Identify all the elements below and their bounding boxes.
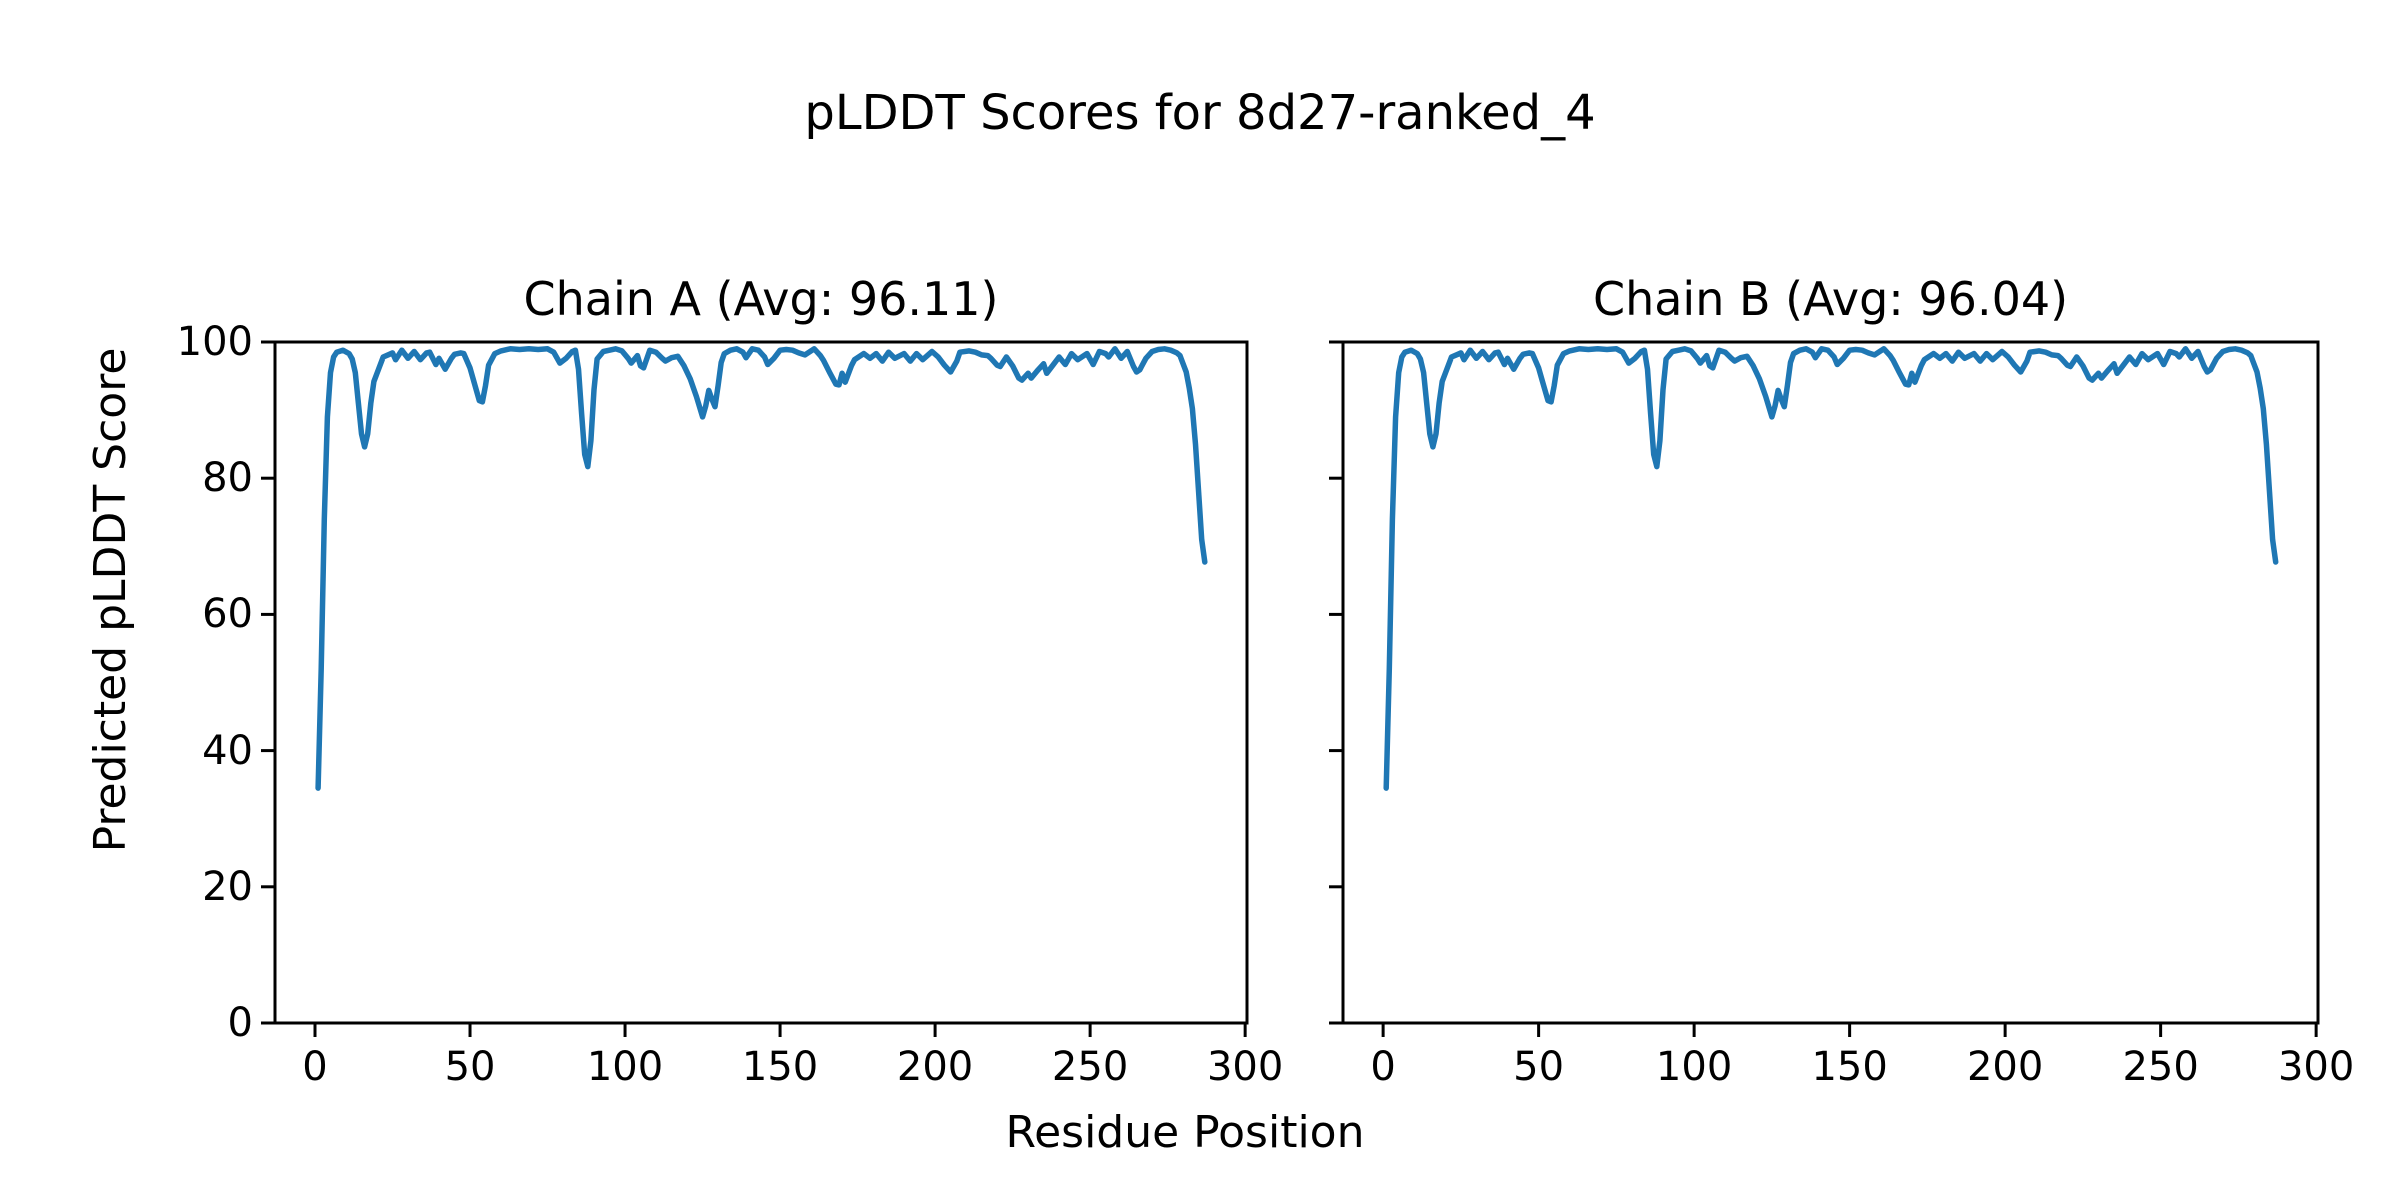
x-tick-label: 250	[2122, 1044, 2199, 1090]
plddt-line-chain-a	[315, 346, 1208, 791]
x-axis-label: Residue Position	[1005, 1107, 1365, 1158]
x-tick-label: 100	[586, 1044, 664, 1090]
x-tick-label: 200	[1966, 1044, 2044, 1090]
x-tick-label: 50	[1513, 1044, 1565, 1090]
x-tick-label: 0	[302, 1044, 328, 1090]
y-tick-label: 20	[202, 863, 253, 910]
y-tick-label: 80	[202, 455, 253, 502]
x-tick-label: 150	[741, 1044, 819, 1090]
y-tick-label: 60	[202, 591, 253, 638]
x-tick-label: 300	[2277, 1044, 2355, 1090]
chain-a-title: Chain A (Avg: 96.11)	[523, 272, 999, 326]
figure-title: pLDDT Scores for 8d27-ranked_4	[804, 85, 1596, 141]
x-tick-label: 200	[896, 1044, 974, 1090]
x-tick-label: 250	[1051, 1044, 1129, 1090]
x-tick-label: 100	[1655, 1044, 1733, 1090]
x-tick-label: 0	[1370, 1044, 1396, 1090]
y-tick-label: 100	[176, 319, 253, 365]
y-tick-label: 0	[227, 1000, 253, 1046]
x-tick-label: 150	[1811, 1044, 1888, 1090]
chain-b-title: Chain B (Avg: 96.04)	[1592, 272, 2069, 326]
plddt-line-chain-b	[1383, 346, 2279, 791]
axes-frame-chain-a	[273, 340, 1249, 1025]
axes-frame-chain-b	[1341, 340, 2320, 1025]
y-tick-label: 40	[202, 727, 253, 774]
x-tick-label: 300	[1206, 1044, 1284, 1090]
x-tick-label: 50	[444, 1044, 496, 1090]
